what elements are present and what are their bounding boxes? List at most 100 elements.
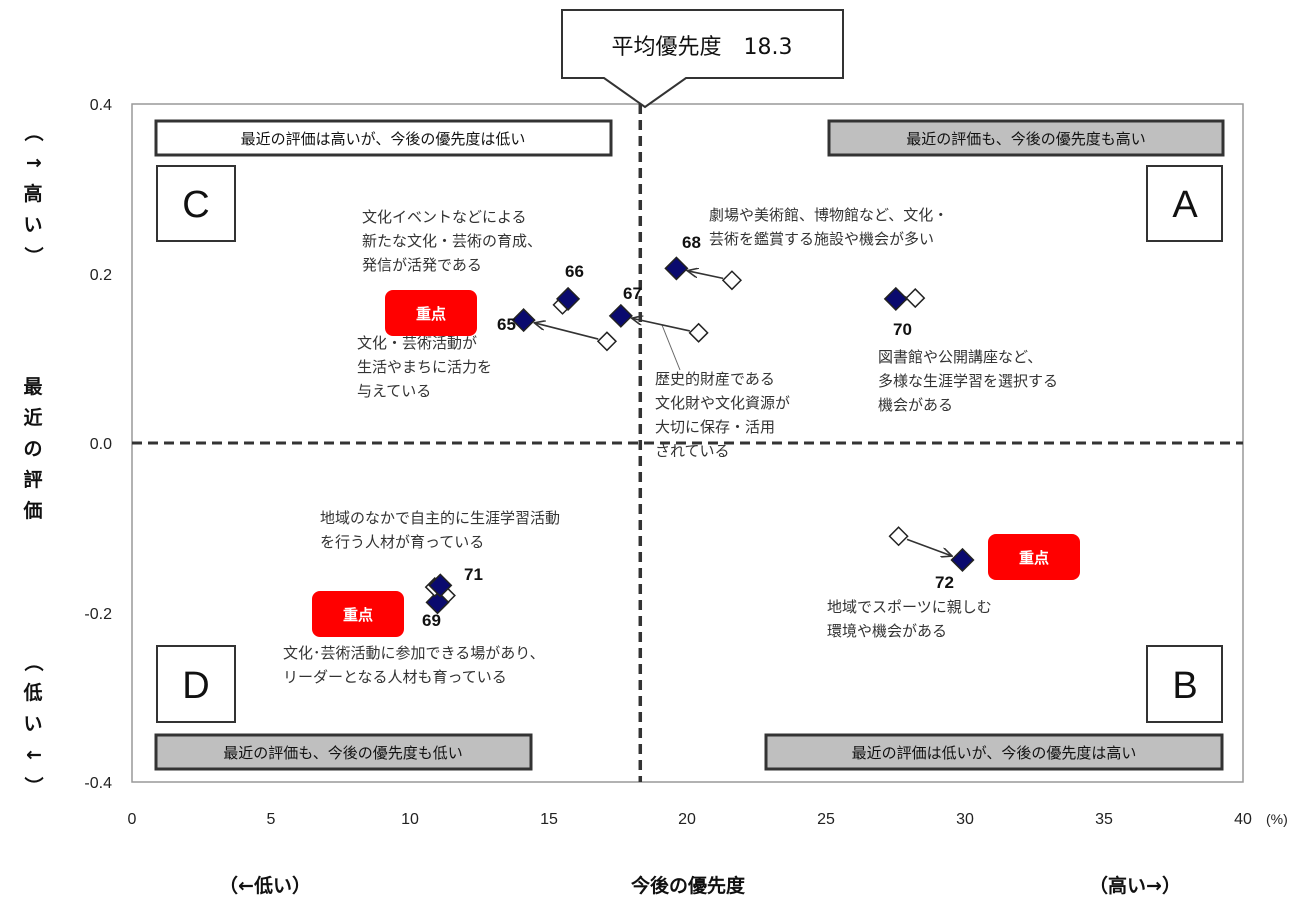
- x-axis-title: 今後の優先度: [630, 874, 746, 897]
- quadrant-c-label: 最近の評価は高いが、今後の優先度は低い: [241, 130, 526, 148]
- juten-badge: 重点: [312, 591, 404, 637]
- change-arrows: [535, 271, 951, 556]
- y-tick-label: 0.4: [90, 97, 112, 114]
- quadrant-a-letter: A: [1172, 184, 1198, 226]
- x-tick-label: 35: [1095, 811, 1113, 828]
- item-description-label: 文化･芸術活動に参加できる場があり、リーダーとなる人材も育っている: [283, 644, 545, 686]
- item-labels: 65 文化・芸術活動が生活やまちに活力を与えている 66 文化イベントなどによる新たな…: [283, 206, 1058, 686]
- previous-point: [688, 322, 709, 343]
- y-axis-char: （: [22, 652, 45, 671]
- y-axis-title: 最近の評価: [22, 376, 43, 522]
- leader-lines: [661, 324, 681, 371]
- current-point: [664, 256, 689, 281]
- x-tick-label: 40: [1234, 811, 1252, 828]
- quadrant-b-letter: B: [1172, 665, 1197, 707]
- current-point: [425, 590, 450, 615]
- y-axis-char: ）: [22, 776, 45, 795]
- item-number-label: 67: [623, 284, 642, 303]
- juten-badge: 重点: [988, 534, 1080, 580]
- y-tick-label: 0.2: [90, 267, 112, 284]
- juten-badge-bg: [385, 290, 477, 336]
- previous-point: [888, 526, 909, 547]
- item-number-label: 70: [893, 320, 912, 339]
- juten-badge-bg: [988, 534, 1080, 580]
- current-point: [556, 286, 581, 311]
- y-axis-char: ）: [22, 246, 45, 265]
- leader-line: [661, 324, 681, 371]
- quadrant-c-letter: C: [182, 184, 209, 226]
- average-priority-label: 平均優先度 18.3: [612, 35, 793, 60]
- current-point: [511, 308, 536, 333]
- y-axis-low-label: （ 低い ↓ ）: [22, 652, 45, 795]
- quadrant-a-label-box: [827, 119, 1225, 157]
- y-axis-char: 評: [23, 468, 42, 491]
- juten-badge-label: 重点: [1019, 549, 1049, 567]
- current-point: [608, 303, 633, 328]
- previous-point: [596, 331, 618, 352]
- juten-badge-label: 重点: [416, 305, 446, 323]
- item-description-label: 地域のなかで自主的に生涯学習活動を行う人材が育っている: [320, 509, 560, 551]
- item-description-label: 文化・芸術活動が生活やまちに活力を与えている: [357, 334, 492, 400]
- item-description-label: 図書館や公開講座など、多様な生涯学習を選択する機会がある: [878, 348, 1058, 414]
- x-tick-label: 10: [401, 811, 419, 828]
- y-axis-char: ↑: [22, 155, 44, 171]
- x-tick-label: 30: [956, 811, 974, 828]
- y-axis-char: 低: [22, 681, 42, 704]
- x-tick-label: 5: [267, 811, 276, 828]
- x-tick-label: 15: [540, 811, 558, 828]
- current-point: [428, 573, 453, 598]
- y-axis-char: 価: [22, 500, 42, 522]
- item-number-label: 69: [422, 611, 441, 630]
- item-number-label: 68: [682, 233, 701, 252]
- y-tick-label: -0.2: [84, 606, 112, 623]
- item-description-label: 歴史的財産である文化財や文化資源が大切に保存・活用されている: [655, 370, 790, 460]
- quadrant-c-letter-box: [156, 165, 236, 242]
- item-description-label: 地域でスポーツに親しむ環境や機会がある: [827, 598, 992, 640]
- quadrant-a-label: 最近の評価も、今後の優先度も高い: [906, 130, 1146, 148]
- juten-badge-label: 重点: [343, 606, 373, 624]
- quadrant-b-label-box: [764, 733, 1224, 771]
- average-priority-callout: [561, 9, 844, 109]
- y-axis-char: の: [23, 438, 42, 460]
- item-number-label: 72: [935, 573, 954, 592]
- change-arrow: [535, 323, 599, 340]
- y-axis-char: 最: [23, 376, 43, 398]
- change-arrow: [688, 271, 724, 280]
- current-point: [950, 547, 975, 573]
- quadrant-b-label: 最近の評価は低いが、今後の優先度は高い: [852, 744, 1137, 762]
- y-axis-high-label: （ ↑ 高い ）: [22, 122, 45, 265]
- item-number-label: 71: [464, 565, 483, 584]
- previous-point: [905, 288, 926, 309]
- item-description-label: 劇場や美術館、博物館など、文化・芸術を鑑賞する施設や機会が多い: [709, 206, 948, 248]
- y-axis-char: 近: [23, 407, 42, 429]
- x-axis-low-label: （←低い）: [219, 874, 311, 897]
- quadrant-d-letter-box: [156, 645, 236, 723]
- y-axis-char: 高: [23, 182, 42, 205]
- item-description-label: 文化イベントなどによる新たな文化・芸術の育成、発信が活発である: [362, 208, 542, 274]
- quadrant-d-label: 最近の評価も、今後の優先度も低い: [223, 744, 463, 762]
- x-axis-high-label: （高い→）: [1089, 874, 1181, 897]
- juten-badge-bg: [312, 591, 404, 637]
- change-arrow: [633, 318, 690, 332]
- item-number-label: 65: [497, 315, 516, 334]
- x-tick-label: 20: [678, 811, 696, 828]
- data-points: [424, 256, 975, 615]
- current-point: [883, 286, 908, 311]
- y-axis-char: ↓: [22, 747, 44, 763]
- x-tick-label: 25: [817, 811, 835, 828]
- y-axis-char: い: [23, 713, 42, 735]
- previous-point: [721, 270, 743, 291]
- quadrant-d-label-box: [154, 733, 533, 771]
- quadrant-d-letter: D: [182, 665, 209, 707]
- quadrant-b-letter-box: [1146, 645, 1223, 723]
- item-number-label: 66: [565, 262, 584, 281]
- change-arrow: [906, 538, 951, 555]
- y-tick-label: 0.0: [90, 436, 112, 453]
- x-tick-label: 0: [128, 811, 137, 828]
- juten-badge: 重点: [385, 290, 477, 336]
- x-unit-label: (%): [1266, 811, 1288, 827]
- y-tick-label: -0.4: [84, 775, 112, 792]
- quadrant-a-letter-box: [1146, 165, 1223, 242]
